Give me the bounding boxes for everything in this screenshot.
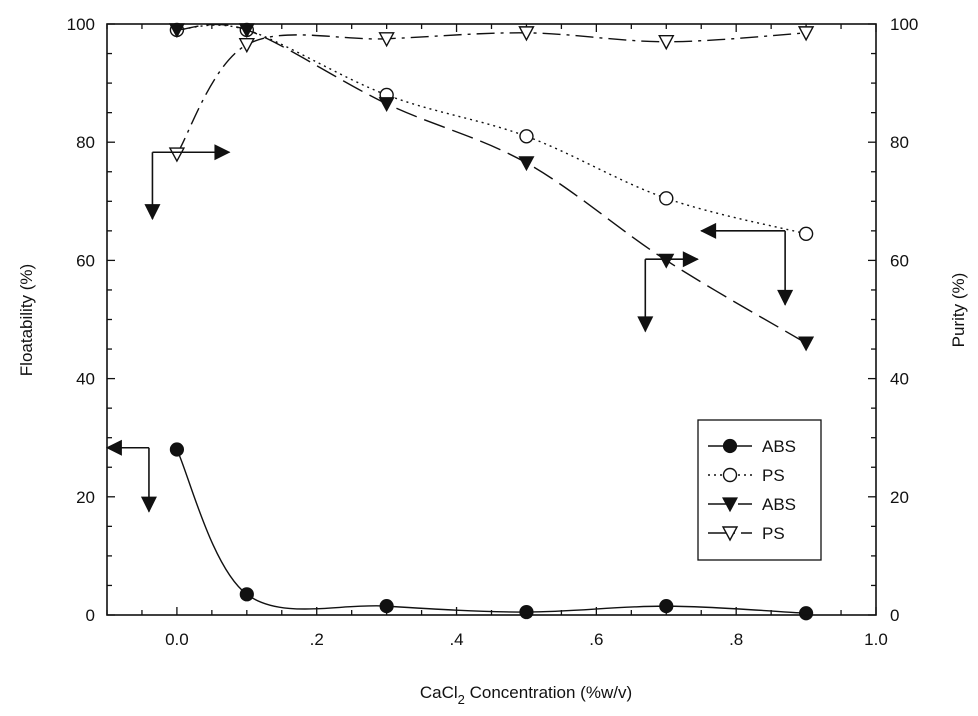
data-point	[379, 599, 394, 614]
x-tick-label: .8	[729, 630, 743, 649]
series-abs-right	[168, 23, 815, 352]
series-line	[176, 32, 807, 155]
y-left-axis-title: Floatability (%)	[17, 264, 36, 376]
data-point	[798, 226, 814, 242]
data-point	[239, 587, 254, 602]
data-point	[378, 97, 395, 113]
legend-marker	[721, 526, 739, 542]
arrow-head	[214, 144, 231, 161]
plot-frame	[106, 23, 877, 616]
y-right-tick-label: 0	[890, 606, 899, 625]
data-point	[518, 156, 535, 172]
y-right-tick-label: 40	[890, 370, 909, 389]
data-point	[658, 35, 675, 51]
y-left-tick-label: 20	[76, 488, 95, 507]
arrow-head	[777, 289, 794, 306]
data-point	[169, 442, 185, 457]
legend-label: PS	[762, 524, 785, 543]
x-tick-label: .2	[310, 630, 324, 649]
legend-label: ABS	[762, 437, 796, 456]
x-tick-label: .4	[449, 630, 463, 649]
x-tick-label: 0.0	[165, 630, 189, 649]
y-left-tick-label: 40	[76, 370, 95, 389]
legend-marker	[722, 438, 738, 454]
legend-entry: ABS	[708, 495, 796, 514]
legend-entry: ABS	[708, 437, 796, 456]
y-right-tick-label: 100	[890, 15, 918, 34]
legend: ABS PS ABS PS	[697, 419, 822, 561]
arrow-ps-purity	[144, 144, 231, 221]
legend-marker	[721, 497, 739, 513]
y-right-axis-title: Purity (%)	[949, 273, 968, 348]
data-point	[798, 336, 815, 352]
series-line	[176, 23, 807, 344]
x-axis-title: CaCl2 Concentration (%w/v)	[420, 683, 632, 707]
arrow-head	[637, 316, 654, 333]
arrow-abs-floatability	[105, 439, 157, 513]
data-point	[659, 599, 674, 614]
x-axis-title-subscript: 2	[458, 692, 465, 707]
arrow-head	[144, 204, 161, 221]
series-ps-right	[168, 26, 815, 163]
legend-label: PS	[762, 466, 785, 485]
x-axis-title-rest: Concentration (%w/v)	[465, 683, 632, 702]
y-left-tick-label: 0	[86, 606, 95, 625]
y-right-tick-label: 60	[890, 251, 909, 270]
arrow-abs-purity	[637, 251, 699, 333]
legend-label: ABS	[762, 495, 796, 514]
data-point	[168, 147, 186, 163]
y-right-tick-label: 20	[890, 488, 909, 507]
series-ps-left	[169, 22, 814, 242]
y-left-tick-label: 80	[76, 133, 95, 152]
series-line	[176, 449, 807, 614]
x-tick-label: .6	[589, 630, 603, 649]
x-axis-title-main: CaCl	[420, 683, 458, 702]
arrow-head	[140, 496, 157, 513]
legend-marker	[722, 467, 738, 483]
series-layer	[168, 22, 815, 621]
data-point	[519, 129, 534, 144]
data-point	[797, 26, 815, 42]
arrow-head	[105, 439, 122, 456]
data-point	[519, 604, 534, 620]
arrow-head	[682, 251, 699, 268]
data-point	[238, 37, 255, 54]
x-tick-label: 1.0	[864, 630, 888, 649]
series-abs-left	[169, 442, 814, 621]
y-right-tick-label: 80	[890, 133, 909, 152]
arrow-head	[700, 222, 717, 239]
y-left-tick-label: 100	[67, 15, 95, 34]
y-left-tick-label: 60	[76, 251, 95, 270]
legend-box	[697, 419, 822, 561]
legend-entry: PS	[708, 524, 785, 543]
data-point	[378, 32, 395, 48]
arrow-ps-floatability	[700, 222, 794, 306]
series-line	[176, 24, 807, 235]
data-point	[518, 26, 535, 42]
axis-indicator-arrows	[105, 144, 794, 513]
data-point	[798, 606, 814, 621]
data-point	[658, 253, 675, 269]
data-point	[659, 191, 674, 206]
legend-entry: PS	[708, 466, 785, 485]
